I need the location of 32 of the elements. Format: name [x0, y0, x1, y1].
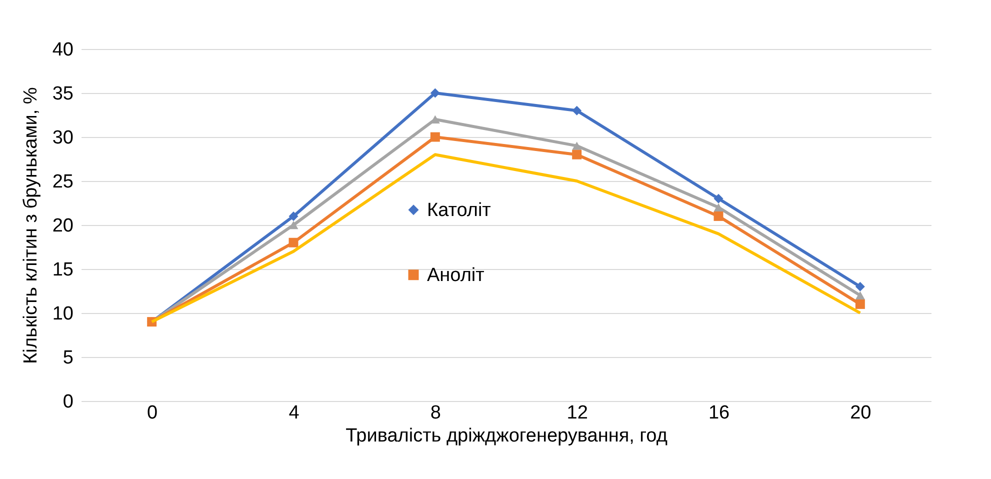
x-tick-label: 0	[147, 402, 158, 424]
x-tick-label: 12	[566, 402, 588, 424]
point	[572, 106, 582, 116]
point	[714, 211, 724, 221]
y-axis-title: Кількість клітин з бруньками, %	[20, 87, 42, 364]
x-axis-title: Тривалість дріжджогенерування, год	[346, 426, 668, 446]
point	[572, 142, 582, 150]
point	[430, 132, 440, 142]
legend-label: Аноліт	[427, 264, 485, 286]
point	[855, 299, 865, 309]
x-tick-label: 8	[430, 402, 441, 424]
point	[855, 282, 865, 292]
point	[430, 88, 440, 98]
y-tick-label: 20	[52, 216, 74, 236]
point	[288, 238, 298, 248]
y-tick-label: 15	[52, 260, 74, 280]
y-tick-label: 25	[52, 172, 74, 192]
y-tick-label: 40	[52, 40, 74, 60]
y-tick-label: 5	[62, 348, 74, 368]
y-tick-label: 10	[52, 304, 74, 324]
x-tick-label: 16	[708, 402, 730, 424]
point	[288, 211, 298, 221]
point	[288, 220, 298, 230]
legend-label: Католіт	[427, 200, 492, 221]
x-tick-label: 20	[850, 402, 872, 424]
point	[714, 194, 724, 204]
point	[855, 291, 865, 300]
y-tick-label: 30	[52, 128, 74, 148]
point	[714, 203, 724, 212]
y-tick-label: 35	[52, 84, 74, 104]
point	[572, 150, 582, 160]
x-tick-label: 4	[288, 402, 300, 424]
